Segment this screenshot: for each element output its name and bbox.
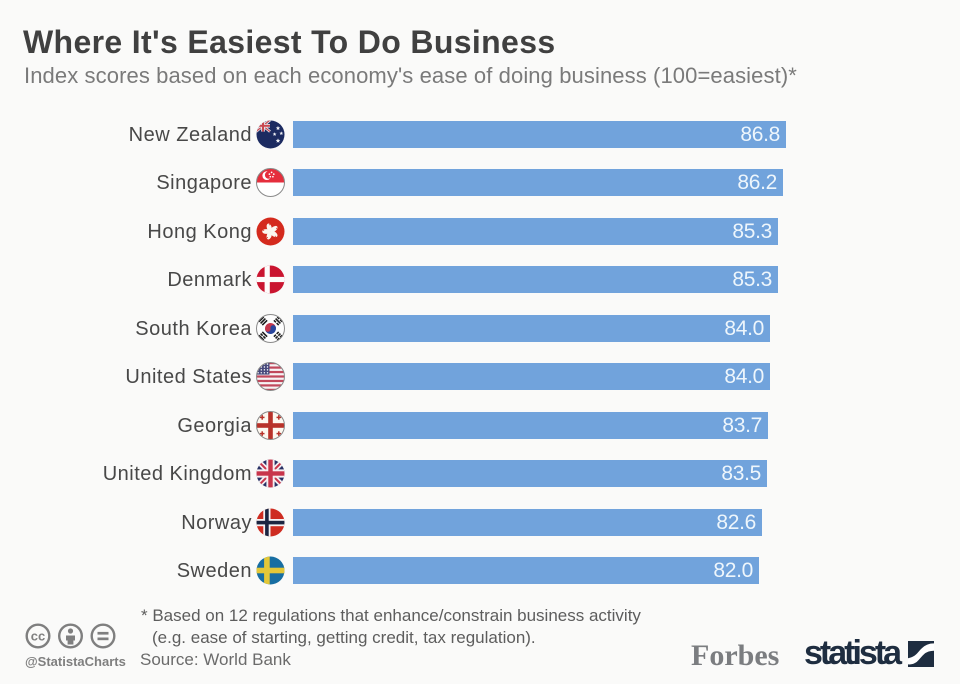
svg-text:cc: cc [31, 629, 45, 644]
